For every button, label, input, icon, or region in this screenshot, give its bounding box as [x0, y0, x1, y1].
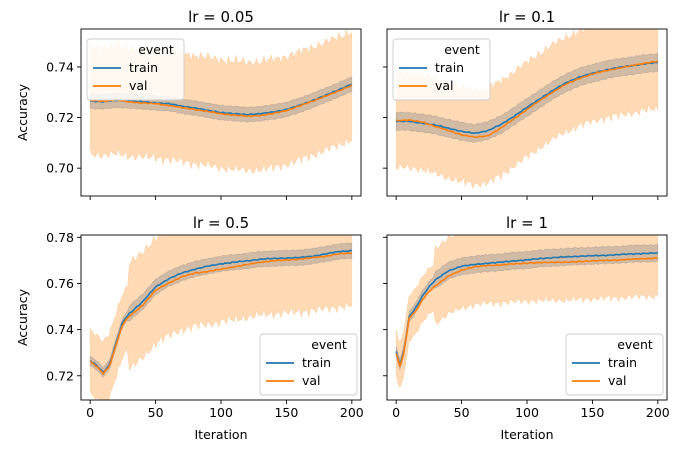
subplot-title: lr = 0.1 — [499, 8, 555, 26]
x-axis-label: Iteration — [500, 427, 553, 442]
legend-box — [86, 38, 185, 101]
legend-box — [392, 38, 491, 101]
legend: event train val — [392, 38, 491, 101]
legend-label-train: train — [608, 355, 637, 370]
x-tick-label: 0 — [86, 405, 94, 420]
y-tick-label: 0.74 — [46, 59, 74, 74]
legend-label-val: val — [608, 373, 627, 388]
train-line — [89, 249, 352, 374]
val-line — [396, 60, 659, 139]
subplot-2: lr = 0.1 event train val — [383, 8, 668, 200]
legend: event train val — [565, 333, 664, 396]
legend-label-val: val — [302, 373, 321, 388]
val-line — [90, 84, 353, 118]
train-line — [395, 251, 658, 366]
legend-label-train: train — [435, 60, 464, 75]
y-axis-label: Accuracy — [15, 83, 30, 141]
val-confidence-band — [395, 235, 659, 389]
subplot-title: lr = 0.5 — [193, 214, 249, 232]
y-tick-label: 0.70 — [46, 161, 74, 176]
val-confidence-band — [89, 235, 353, 400]
x-tick-label: 150 — [580, 405, 604, 420]
x-tick-label: 150 — [274, 405, 298, 420]
train-confidence-band — [395, 243, 659, 371]
plot-area — [395, 235, 659, 389]
y-tick-label: 0.74 — [46, 322, 74, 337]
x-tick-label: 50 — [148, 405, 164, 420]
y-tick-label: 0.78 — [46, 230, 74, 245]
legend-box — [259, 333, 358, 396]
subplot-title: lr = 0.05 — [188, 8, 254, 26]
legend-title: event — [617, 337, 653, 352]
legend-label-train: train — [302, 355, 331, 370]
y-axis-label: Accuracy — [15, 288, 30, 346]
val-line — [395, 256, 658, 368]
legend-label-train: train — [129, 60, 158, 75]
legend: event train val — [259, 333, 358, 396]
x-tick-label: 0 — [392, 405, 400, 420]
plot-area — [89, 235, 353, 400]
y-tick-label: 0.72 — [46, 110, 74, 125]
x-tick-label: 100 — [515, 405, 539, 420]
legend-label-val: val — [129, 78, 148, 93]
x-axis-label: Iteration — [194, 427, 247, 442]
legend: event train val — [86, 38, 185, 101]
subplot-1: 0.70 0.72 0.74 lr = 0.05 Accuracy event train v… — [15, 8, 362, 200]
legend-title: event — [444, 42, 480, 57]
x-tick-label: 200 — [646, 405, 670, 420]
x-tick-label: 50 — [454, 405, 470, 420]
y-tick-label: 0.72 — [46, 368, 74, 383]
legend-title: event — [138, 42, 174, 57]
x-tick-label: 100 — [209, 405, 233, 420]
plot-area — [395, 29, 659, 190]
subplot-3: 0 50 100 150 200 0.72 0.74 0.76 0.78 lr = 0.5 Accu… — [15, 214, 364, 442]
legend-box — [565, 333, 664, 396]
subplot-4: 0 50 100 150 200 lr = 1 Iteration event train val — [383, 214, 670, 442]
legend-label-val: val — [435, 78, 454, 93]
x-tick-label: 200 — [340, 405, 364, 420]
train-confidence-band — [395, 53, 659, 143]
subplot-title: lr = 1 — [506, 214, 548, 232]
val-line — [89, 252, 352, 375]
legend-title: event — [311, 337, 347, 352]
train-line — [395, 61, 658, 134]
y-tick-label: 0.76 — [46, 276, 74, 291]
